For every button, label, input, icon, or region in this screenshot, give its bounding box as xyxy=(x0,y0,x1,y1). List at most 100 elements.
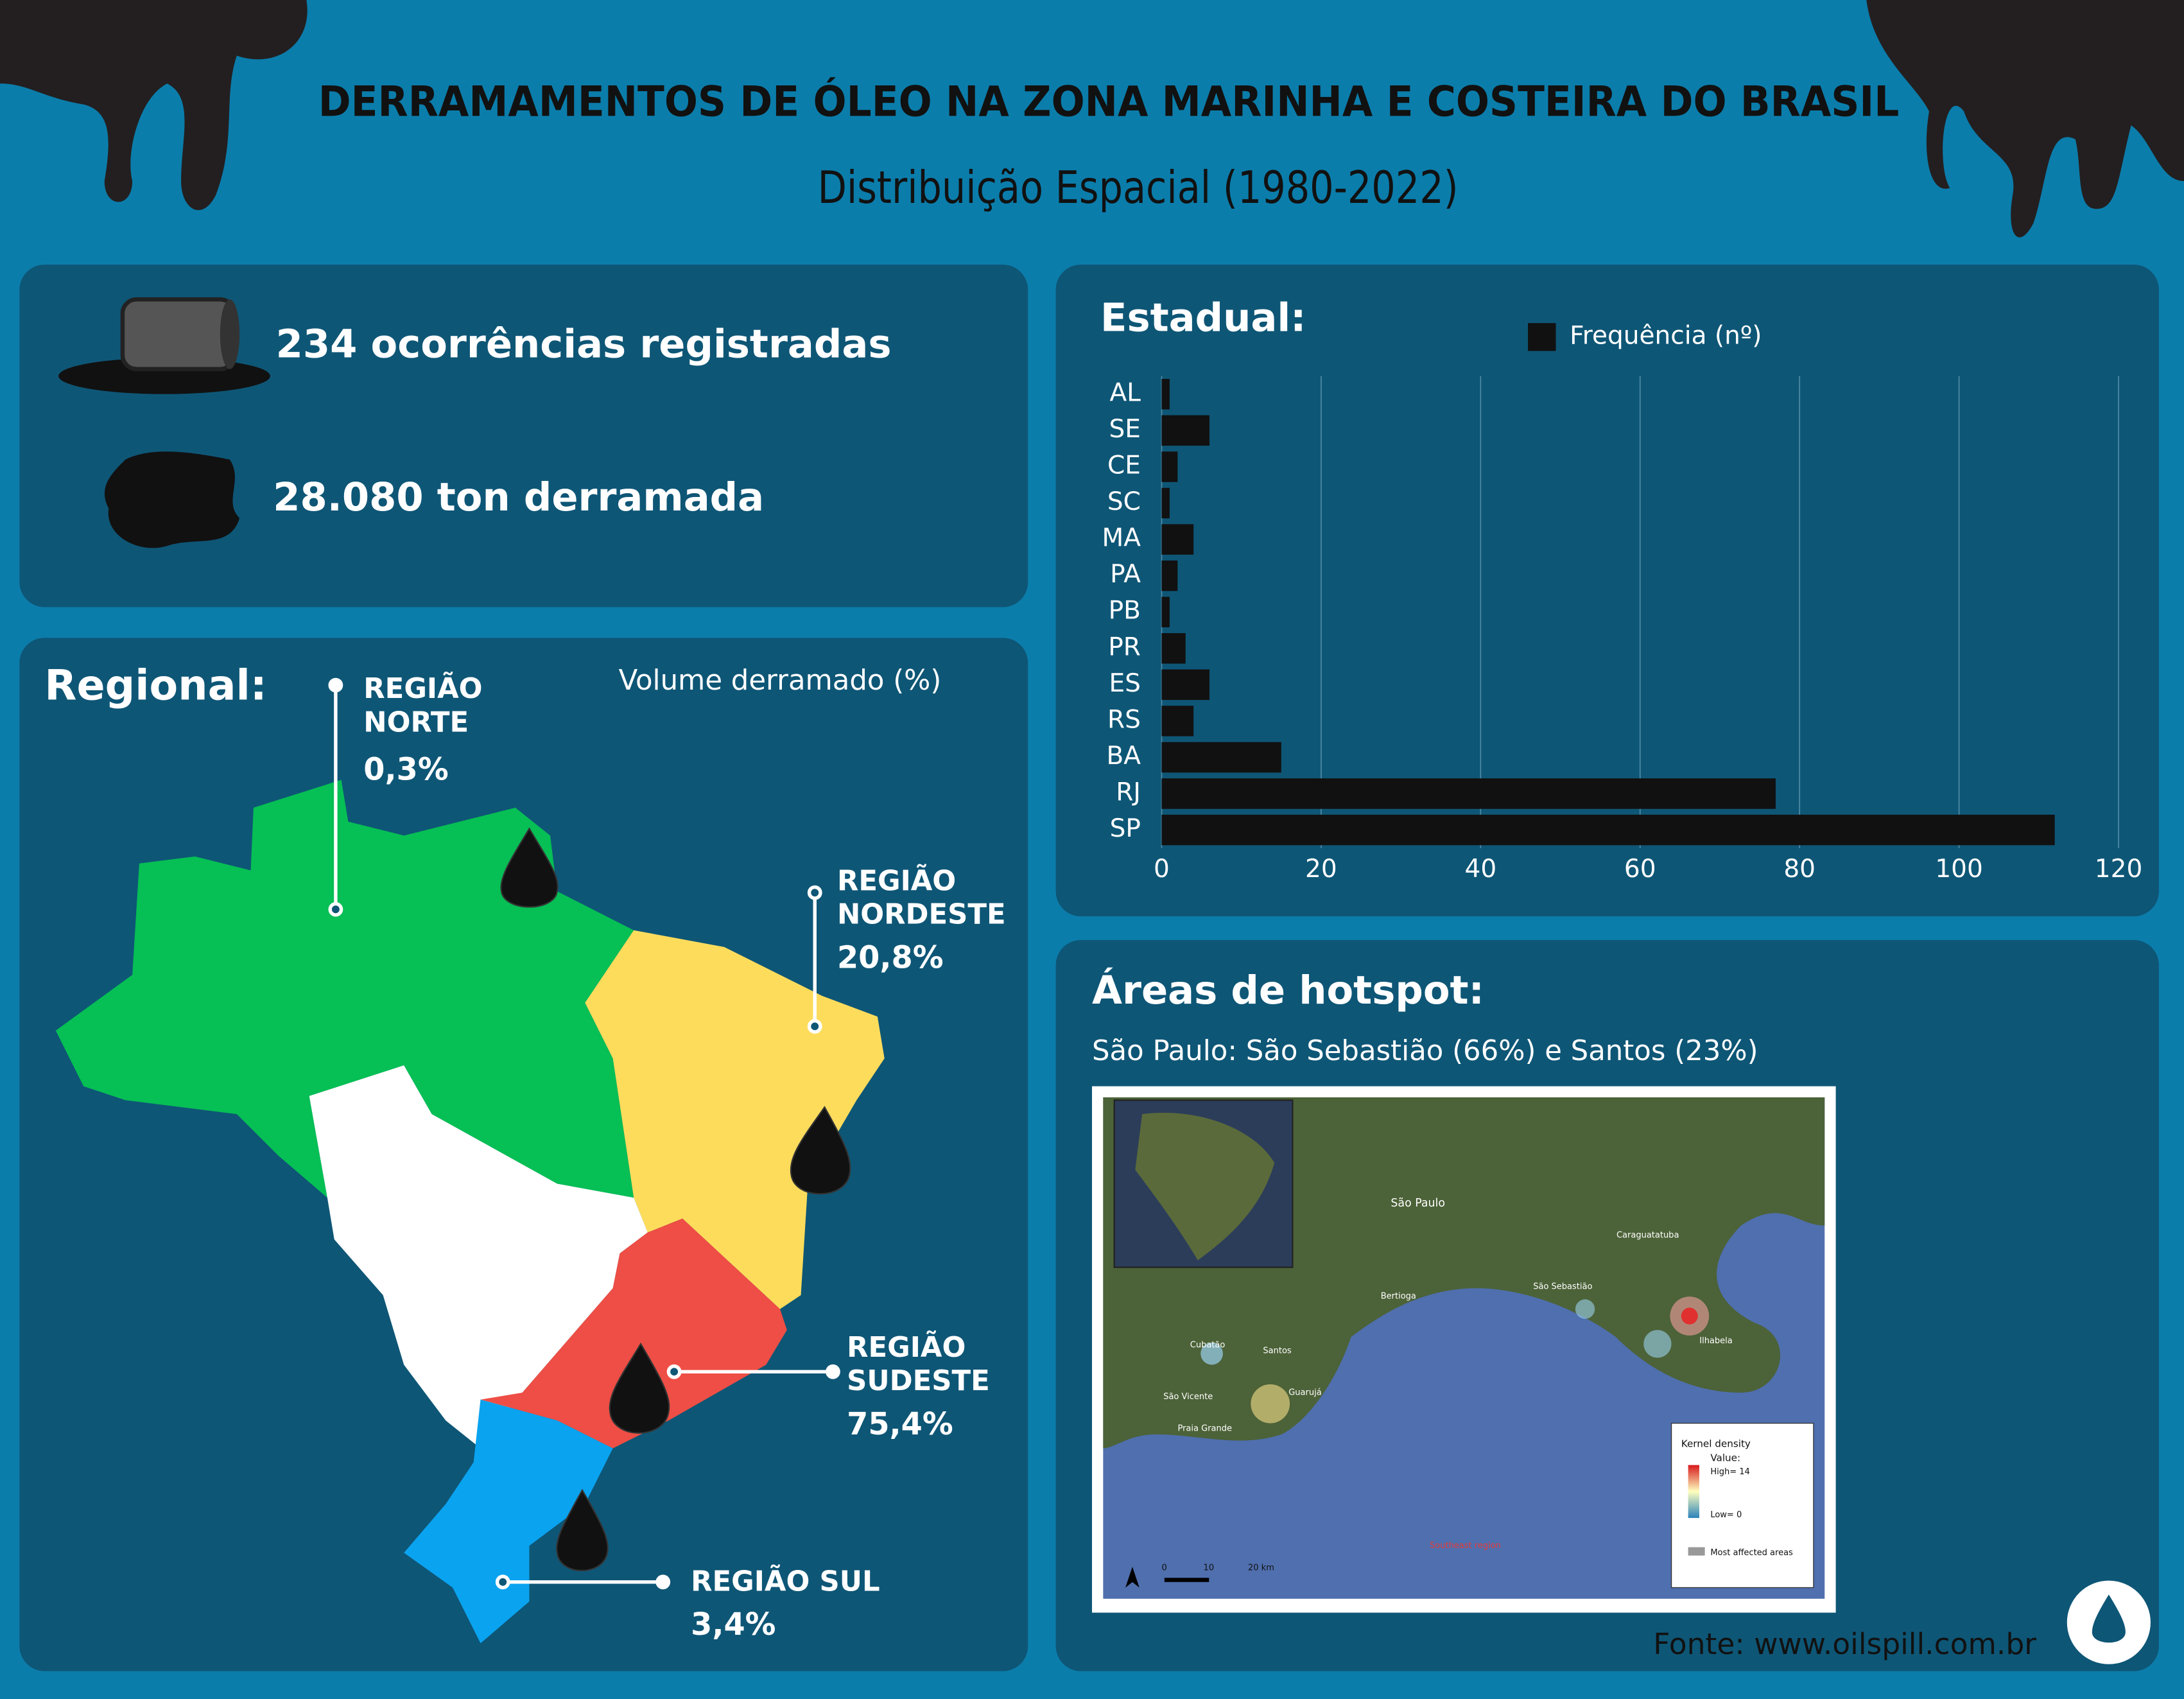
y-tick-label: MA xyxy=(1102,524,1141,553)
volume-text: 28.080 ton derramada xyxy=(273,475,764,520)
callout-dot xyxy=(807,1019,822,1034)
y-tick-label: AL xyxy=(1109,378,1141,407)
region-share: 75,4% xyxy=(847,1407,953,1442)
region-share: 3,4% xyxy=(691,1607,776,1642)
y-tick-label: BA xyxy=(1106,742,1141,771)
callout-dot xyxy=(826,1364,840,1379)
legend-high: High= 14 xyxy=(1710,1467,1749,1477)
bar-chart: 0 20 40 60 80 100 120 Frequência (nº) AL SE CE SC MA… xyxy=(1102,321,2143,884)
hotspot xyxy=(1251,1384,1290,1424)
oil-drip xyxy=(0,0,308,211)
barrel-top xyxy=(220,299,240,369)
callout-dot xyxy=(807,885,822,900)
source: Fonte: www.oilspill.com.br xyxy=(1653,1627,2036,1661)
oil-drop xyxy=(556,1488,609,1572)
oil-blob-icon xyxy=(104,451,240,548)
callouts xyxy=(328,677,840,1590)
summary-panel xyxy=(19,265,1028,607)
page-subtitle: Distribuição Espacial (1980-2022) xyxy=(818,162,1459,214)
oil-drops xyxy=(500,827,851,1572)
oil-drip xyxy=(1866,0,2184,238)
oil-drop xyxy=(500,827,559,908)
callout-dot xyxy=(655,1574,671,1590)
regional-subtitle: Volume derramado (%) xyxy=(619,665,942,697)
callout-dot xyxy=(328,902,343,917)
map-label: Caraguatatuba xyxy=(1616,1230,1679,1240)
legend-swatch xyxy=(1528,323,1556,351)
hotspot-map xyxy=(1092,1086,1836,1613)
region-name: SUDESTE xyxy=(847,1365,990,1397)
page-title: DERRAMAMENTOS DE ÓLEO NA ZONA MARINHA E … xyxy=(318,77,1900,126)
map-label: Guarujá xyxy=(1288,1388,1321,1397)
map-label: Praia Grande xyxy=(1177,1424,1232,1434)
oil-drop xyxy=(609,1342,670,1434)
legend-area-label: Most affected areas xyxy=(1710,1548,1793,1558)
x-tick-label: 100 xyxy=(1935,855,1983,884)
barrel-icon xyxy=(120,297,236,371)
x-tick-label: 120 xyxy=(2095,855,2143,884)
scale-label: 10 xyxy=(1204,1564,1215,1573)
region-name: REGIÃO xyxy=(363,672,482,705)
legend-area xyxy=(1688,1547,1705,1556)
y-tick-label: CE xyxy=(1107,451,1141,480)
region-name: REGIÃO xyxy=(847,1331,966,1364)
bar xyxy=(1161,487,1170,519)
map-labels: São Paulo Caraguatatuba São Sebastião Berti… xyxy=(1163,1197,1733,1551)
region-name: REGIÃO SUL xyxy=(691,1565,880,1598)
x-tick-label: 0 xyxy=(1154,855,1170,884)
callout-dot xyxy=(328,677,343,693)
scale-bar xyxy=(1164,1578,1209,1582)
bar xyxy=(1161,778,1776,809)
scale-label: 20 km xyxy=(1248,1564,1274,1573)
map-legend-text: Kernel density Value: High= 14 Low= 0 Mo… xyxy=(1161,1438,1793,1573)
legend-ramp xyxy=(1688,1465,1699,1519)
north-arrow xyxy=(1125,1566,1140,1588)
map-label: Santos xyxy=(1263,1346,1292,1355)
bar xyxy=(1161,415,1210,446)
hotspot xyxy=(1200,1342,1223,1365)
bar xyxy=(1161,597,1170,627)
bar xyxy=(1161,706,1194,736)
regional-title: Regional: xyxy=(44,661,266,710)
y-tick-label: SP xyxy=(1110,814,1141,843)
map-label: São Paulo xyxy=(1391,1197,1445,1210)
state-panel xyxy=(1055,265,2159,917)
hotspot-subtitle: São Paulo: São Sebastião (66%) e Santos … xyxy=(1092,1035,1758,1067)
inset-land xyxy=(1135,1113,1275,1260)
y-tick-label: RS xyxy=(1107,705,1141,734)
map-label: São Vicente xyxy=(1163,1392,1213,1402)
region-share: 0,3% xyxy=(363,753,448,788)
y-tick-label: PR xyxy=(1108,632,1141,661)
bar xyxy=(1161,524,1194,555)
bar xyxy=(1161,451,1178,482)
x-tick-label: 60 xyxy=(1624,855,1656,884)
y-tick-label: PA xyxy=(1110,560,1141,589)
oil-drop xyxy=(790,1106,851,1195)
bar xyxy=(1161,560,1178,591)
legend-title: Kernel density xyxy=(1681,1438,1751,1450)
legend-label: Frequência (nº) xyxy=(1570,321,1762,350)
region-share: 20,8% xyxy=(837,940,944,975)
x-tick-label: 40 xyxy=(1464,855,1496,884)
chart-title: Estadual: xyxy=(1100,295,1306,340)
callout-dot xyxy=(495,1574,510,1590)
bar xyxy=(1161,669,1210,701)
region-labels: REGIÃO NORTE 0,3% REGIÃO NORDESTE 20,8% … xyxy=(363,672,1005,1642)
region-name: NORDESTE xyxy=(837,899,1006,931)
map-label: Bertioga xyxy=(1381,1292,1416,1302)
hotspot xyxy=(1643,1330,1672,1358)
occurrences-text: 234 ocorrências registradas xyxy=(276,322,892,367)
logo-drop xyxy=(2092,1594,2126,1643)
callout-dot xyxy=(666,1364,682,1379)
region-sul xyxy=(404,1399,613,1644)
scale-label: 0 xyxy=(1161,1564,1166,1573)
y-tick-label: ES xyxy=(1109,669,1140,698)
hotspot xyxy=(1681,1307,1698,1325)
map-label: Cubatão xyxy=(1190,1341,1226,1350)
map-label: Ilhabela xyxy=(1699,1336,1732,1346)
region-sudeste xyxy=(480,1218,787,1449)
region-centro-oeste xyxy=(309,1065,648,1449)
legend-value: Value: xyxy=(1710,1452,1740,1463)
bar xyxy=(1161,633,1186,664)
